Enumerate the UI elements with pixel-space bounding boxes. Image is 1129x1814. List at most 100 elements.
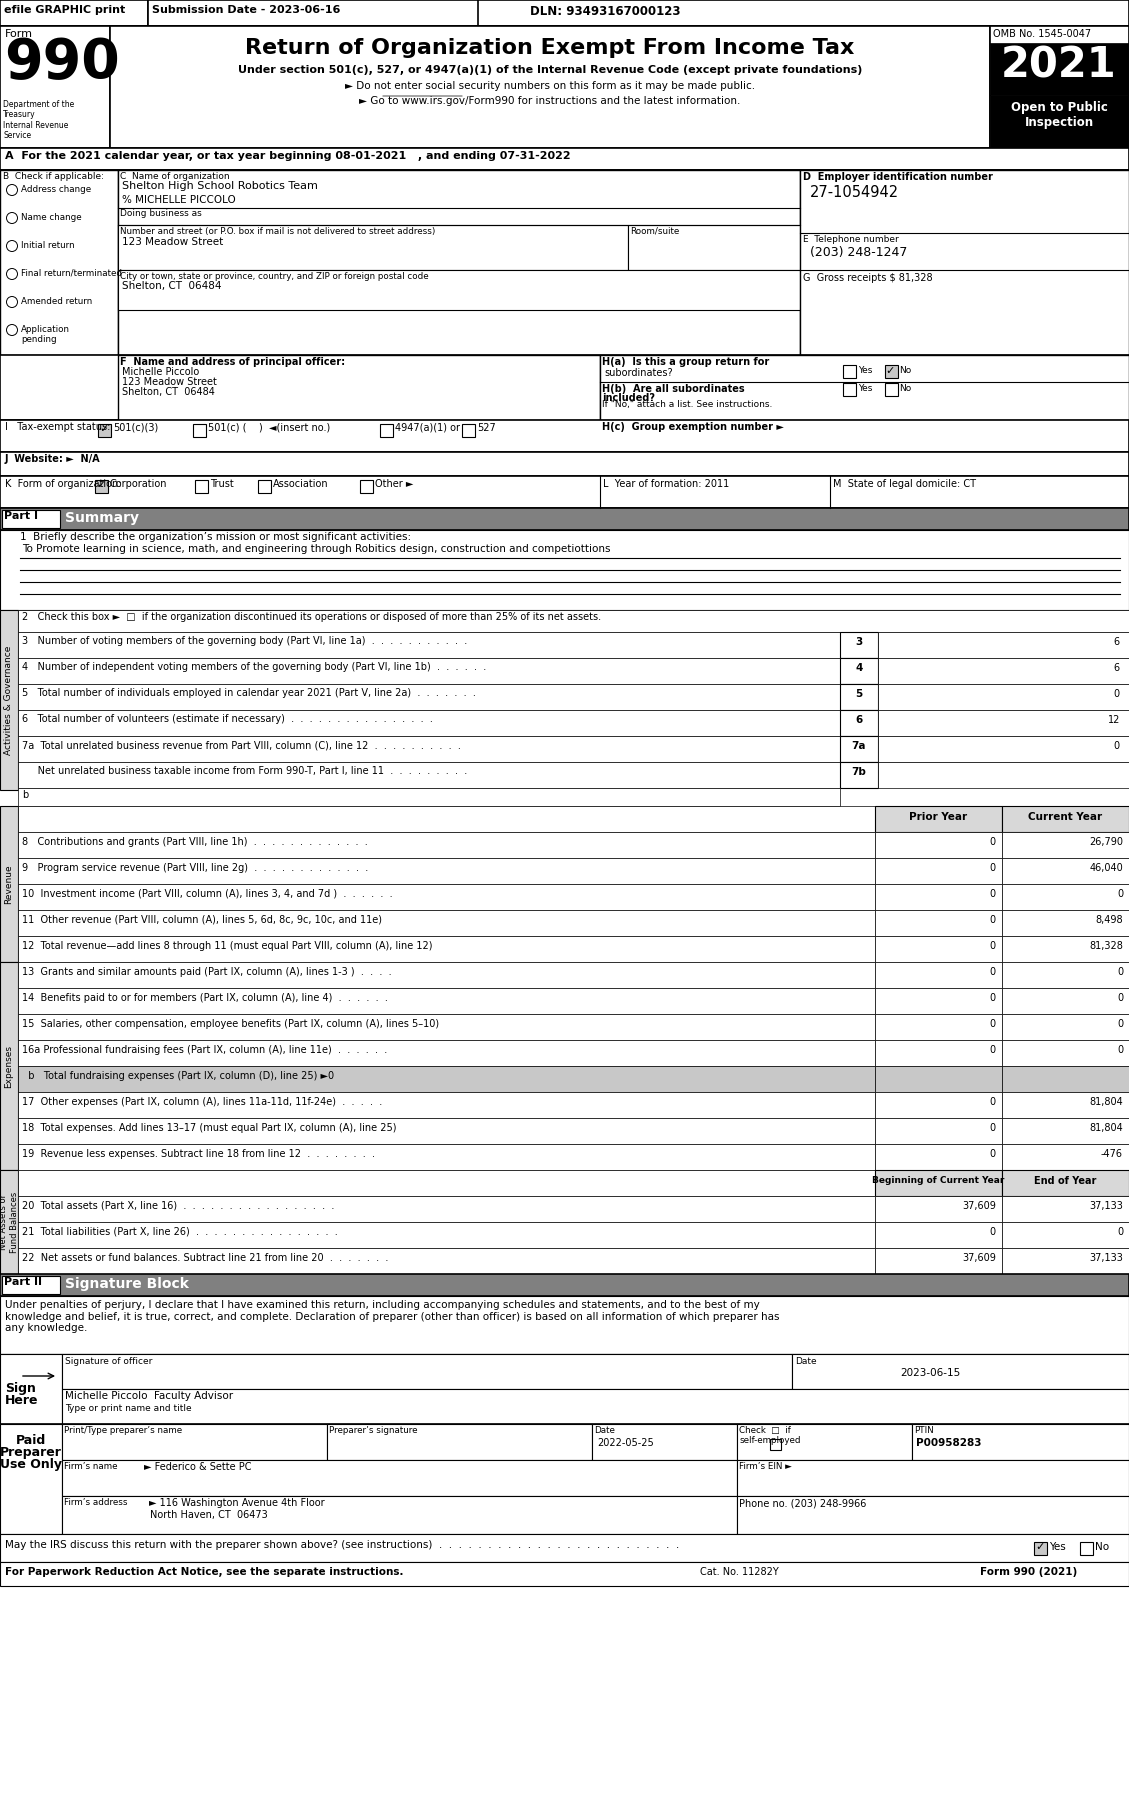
Bar <box>2 1275 60 1293</box>
Bar <box>18 1039 875 1067</box>
Bar <box>912 1424 1129 1460</box>
Text: Form 990 (2021): Form 990 (2021) <box>980 1567 1077 1576</box>
Text: 18  Total expenses. Add lines 13–17 (must equal Part IX, column (A), line 25): 18 Total expenses. Add lines 13–17 (must… <box>21 1123 396 1134</box>
Text: Yes: Yes <box>858 366 873 375</box>
Bar <box>18 1145 875 1170</box>
Bar <box>0 171 1129 356</box>
Bar <box>875 1092 1003 1117</box>
Bar <box>462 424 475 437</box>
Bar <box>0 25 1129 149</box>
Bar <box>840 658 878 684</box>
Bar <box>259 481 271 493</box>
Bar <box>18 883 875 911</box>
Text: Sign: Sign <box>5 1382 36 1395</box>
Text: 11  Other revenue (Part VIII, column (A), lines 5, 6d, 8c, 9c, 10c, and 11e): 11 Other revenue (Part VIII, column (A),… <box>21 914 382 925</box>
Text: City or town, state or province, country, and ZIP or foreign postal code: City or town, state or province, country… <box>120 272 429 281</box>
Text: Firm’s EIN ►: Firm’s EIN ► <box>739 1462 791 1471</box>
Circle shape <box>7 241 18 252</box>
Bar <box>840 709 878 736</box>
Bar <box>1003 805 1129 833</box>
Text: 8   Contributions and grants (Part VIII, line 1h)  .  .  .  .  .  .  .  .  .  . : 8 Contributions and grants (Part VIII, l… <box>21 836 368 847</box>
Bar <box>875 833 1003 858</box>
Text: 12: 12 <box>1108 715 1120 726</box>
Bar <box>110 25 990 149</box>
Text: ► Do not enter social security numbers on this form as it may be made public.: ► Do not enter social security numbers o… <box>345 82 755 91</box>
Bar <box>875 1145 1003 1170</box>
Text: 527: 527 <box>476 423 496 434</box>
Text: 0: 0 <box>990 889 996 900</box>
Bar <box>1003 1092 1129 1117</box>
Bar <box>875 1014 1003 1039</box>
Bar <box>0 1535 1129 1562</box>
Bar <box>18 1195 875 1223</box>
Text: 81,804: 81,804 <box>1089 1097 1123 1107</box>
Text: (203) 248-1247: (203) 248-1247 <box>809 247 908 259</box>
Bar <box>1003 858 1129 883</box>
Text: F  Name and address of principal officer:: F Name and address of principal officer: <box>120 357 345 366</box>
Text: Activities & Governance: Activities & Governance <box>5 646 14 755</box>
Text: Summary: Summary <box>65 512 139 524</box>
Text: 0: 0 <box>990 1019 996 1029</box>
Bar <box>0 508 1129 530</box>
Bar <box>0 610 18 791</box>
Bar <box>875 858 1003 883</box>
Bar <box>327 1424 592 1460</box>
Bar <box>1003 1145 1129 1170</box>
Text: 8,498: 8,498 <box>1095 914 1123 925</box>
Text: % MICHELLE PICCOLO: % MICHELLE PICCOLO <box>122 194 236 205</box>
Bar <box>0 1353 1129 1424</box>
Text: 0: 0 <box>990 941 996 951</box>
Text: Michelle Piccolo: Michelle Piccolo <box>122 366 199 377</box>
Text: Cat. No. 11282Y: Cat. No. 11282Y <box>700 1567 779 1576</box>
Bar <box>18 911 875 936</box>
Text: Address change: Address change <box>21 185 91 194</box>
Text: Firm’s name: Firm’s name <box>64 1462 117 1471</box>
Text: Prior Year: Prior Year <box>910 813 968 822</box>
Text: 26,790: 26,790 <box>1089 836 1123 847</box>
Bar <box>878 658 1129 684</box>
Bar <box>878 631 1129 658</box>
Bar <box>18 1092 875 1117</box>
Bar <box>840 762 878 787</box>
Text: Revenue: Revenue <box>5 863 14 903</box>
Bar <box>875 883 1003 911</box>
Bar <box>875 961 1003 989</box>
Text: Use Only: Use Only <box>0 1458 62 1471</box>
Text: 16a Professional fundraising fees (Part IX, column (A), line 11e)  .  .  .  .  .: 16a Professional fundraising fees (Part … <box>21 1045 387 1056</box>
Text: Open to Public
Inspection: Open to Public Inspection <box>1010 102 1108 129</box>
Text: 2022-05-25: 2022-05-25 <box>597 1439 654 1448</box>
Text: Corporation: Corporation <box>110 479 167 490</box>
Bar <box>360 481 373 493</box>
Text: 0: 0 <box>990 914 996 925</box>
Bar <box>18 709 840 736</box>
Text: 12  Total revenue—add lines 8 through 11 (must equal Part VIII, column (A), line: 12 Total revenue—add lines 8 through 11 … <box>21 941 432 951</box>
Bar <box>0 356 1129 421</box>
Text: 6: 6 <box>1114 637 1120 648</box>
Text: Application
pending: Application pending <box>21 325 70 345</box>
Text: H(b)  Are all subordinates: H(b) Are all subordinates <box>602 385 745 394</box>
Text: 6: 6 <box>856 715 863 726</box>
Text: Shelton, CT  06484: Shelton, CT 06484 <box>122 386 215 397</box>
Bar <box>1003 989 1129 1014</box>
Text: 7a: 7a <box>851 740 866 751</box>
Text: 0: 0 <box>990 1226 996 1237</box>
Bar <box>800 171 1129 356</box>
Text: Other ►: Other ► <box>375 479 413 490</box>
Text: Association: Association <box>273 479 329 490</box>
Text: 21  Total liabilities (Part X, line 26)  .  .  .  .  .  .  .  .  .  .  .  .  .  : 21 Total liabilities (Part X, line 26) .… <box>21 1226 338 1237</box>
Text: Firm’s address: Firm’s address <box>64 1498 128 1507</box>
Text: 37,609: 37,609 <box>962 1201 996 1212</box>
Text: Shelton High School Robotics Team: Shelton High School Robotics Team <box>122 181 318 190</box>
Bar <box>875 1039 1003 1067</box>
Bar <box>840 736 878 762</box>
Bar <box>878 709 1129 736</box>
Bar <box>119 225 628 270</box>
Text: ► Go to www.irs.gov/Form990 for instructions and the latest information.: ► Go to www.irs.gov/Form990 for instruct… <box>359 96 741 105</box>
Bar <box>119 356 599 421</box>
Bar <box>18 610 1129 631</box>
Text: D  Employer identification number: D Employer identification number <box>803 172 992 181</box>
Circle shape <box>7 296 18 308</box>
Text: 5   Total number of individuals employed in calendar year 2021 (Part V, line 2a): 5 Total number of individuals employed i… <box>21 688 476 698</box>
Text: 20  Total assets (Part X, line 16)  .  .  .  .  .  .  .  .  .  .  .  .  .  .  . : 20 Total assets (Part X, line 16) . . . … <box>21 1201 334 1212</box>
Text: 7a  Total unrelated business revenue from Part VIII, column (C), line 12  .  .  : 7a Total unrelated business revenue from… <box>21 740 461 749</box>
